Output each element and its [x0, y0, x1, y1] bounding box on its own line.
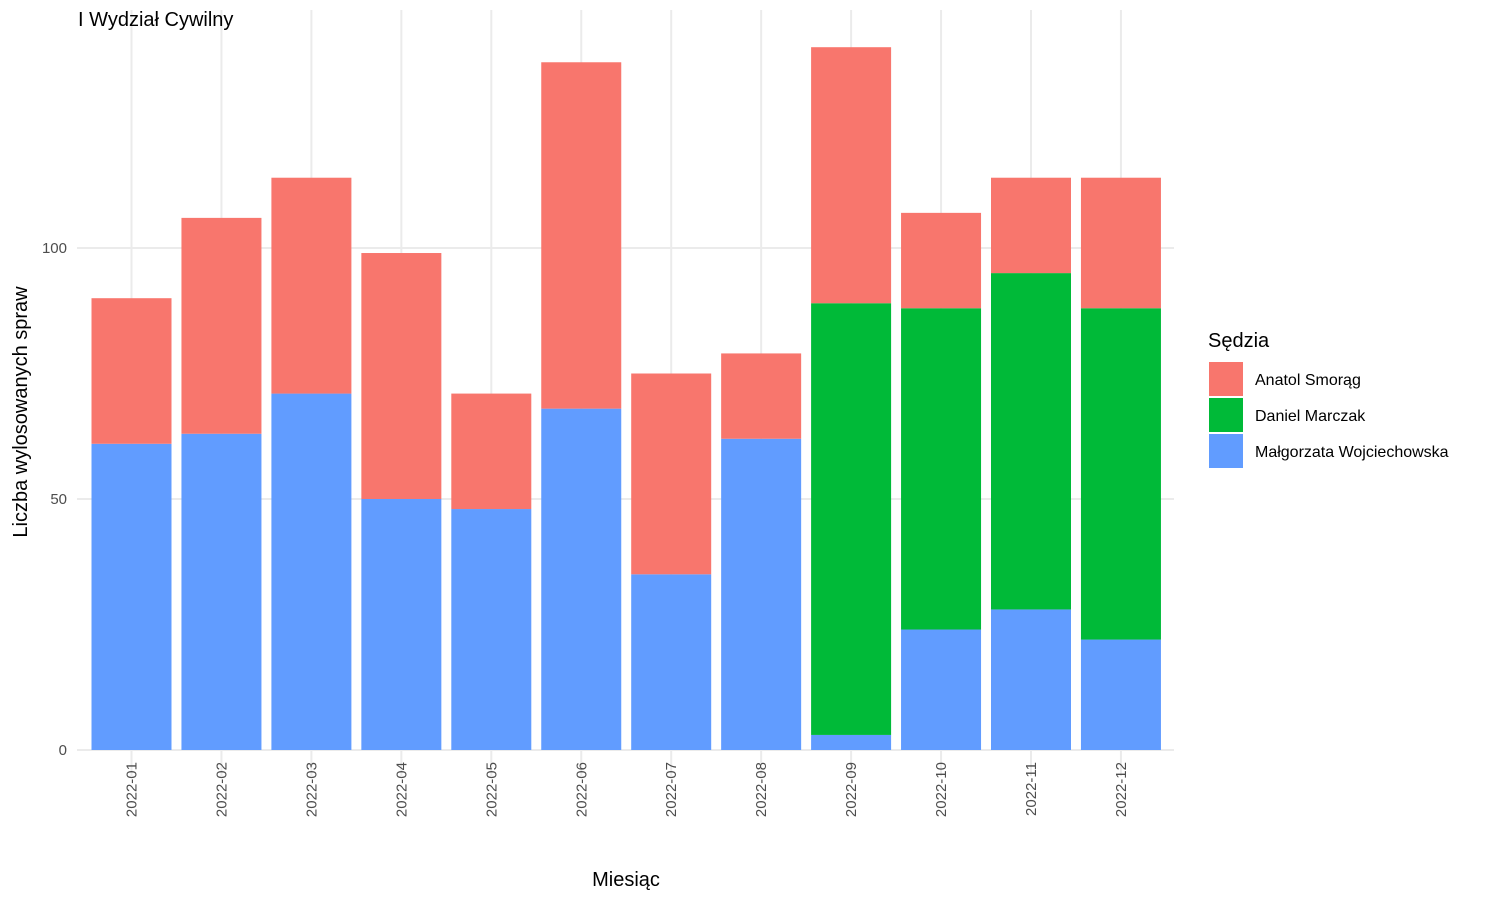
- bar-segment: [811, 47, 892, 304]
- y-tick-label: 0: [59, 742, 67, 759]
- chart-title: I Wydział Cywilny: [78, 9, 233, 31]
- bar-segment: [901, 629, 982, 750]
- bar-segment: [451, 393, 532, 510]
- legend-swatch: [1209, 362, 1243, 396]
- x-tick-label: 2022-05: [483, 762, 500, 817]
- x-tick-label: 2022-03: [303, 762, 320, 817]
- x-axis-title: Miesiąc: [592, 869, 660, 891]
- bar-segment: [181, 433, 262, 750]
- bar-segment: [901, 308, 982, 630]
- bar-segment: [1080, 177, 1161, 309]
- x-tick-label: 2022-10: [933, 762, 950, 817]
- x-tick-label: 2022-09: [843, 762, 860, 817]
- bar-segment: [271, 393, 352, 750]
- legend-label: Daniel Marczak: [1255, 408, 1366, 425]
- bar-segment: [271, 177, 352, 394]
- bar-segment: [181, 217, 262, 434]
- bar-segment: [361, 499, 442, 750]
- bar-segment: [811, 303, 892, 735]
- bar-segment: [631, 574, 712, 750]
- x-tick-label: 2022-02: [213, 762, 230, 817]
- bar-segment: [811, 734, 892, 750]
- y-axis-title: Liczba wylosowanych spraw: [10, 286, 32, 538]
- bar-segment: [991, 273, 1071, 610]
- bar-segment: [1080, 308, 1161, 640]
- legend-label: Anatol Smorąg: [1255, 372, 1361, 389]
- y-tick-label: 50: [50, 491, 67, 508]
- x-axis-ticks: 2022-01 2022-02 2022-03 2022-04 2022-05 2022-…: [124, 762, 1130, 817]
- bar-segment: [901, 212, 982, 309]
- bar-segment: [991, 177, 1071, 274]
- bar-segment: [541, 408, 622, 750]
- x-tick-label: 2022-12: [1113, 762, 1130, 817]
- bar-segment: [721, 438, 802, 750]
- legend-label: Małgorzata Wojciechowska: [1255, 444, 1449, 461]
- x-tick-label: 2022-08: [753, 762, 770, 817]
- y-tick-label: 100: [42, 240, 67, 257]
- bar-segment: [1080, 639, 1161, 750]
- bar-segment: [91, 443, 172, 750]
- legend-title: Sędzia: [1208, 330, 1270, 352]
- x-tick-label: 2022-04: [393, 762, 410, 817]
- bar-segment: [631, 373, 712, 575]
- y-axis-ticks: 0 50 100: [42, 240, 67, 759]
- bars: [91, 47, 1161, 750]
- x-tick-label: 2022-07: [663, 762, 680, 817]
- bar-segment: [991, 609, 1071, 750]
- x-tick-label: 2022-06: [573, 762, 590, 817]
- legend: Sędzia Anatol Smorąg Daniel Marczak Małgor…: [1208, 330, 1449, 468]
- bar-segment: [91, 298, 172, 444]
- x-tick-label: 2022-01: [124, 762, 141, 817]
- bar-segment: [721, 353, 802, 439]
- x-tick-label: 2022-11: [1023, 762, 1040, 816]
- legend-swatch: [1209, 434, 1243, 468]
- legend-swatch: [1209, 398, 1243, 432]
- bar-segment: [541, 62, 622, 409]
- bar-segment: [451, 509, 532, 750]
- bar-segment: [361, 253, 442, 499]
